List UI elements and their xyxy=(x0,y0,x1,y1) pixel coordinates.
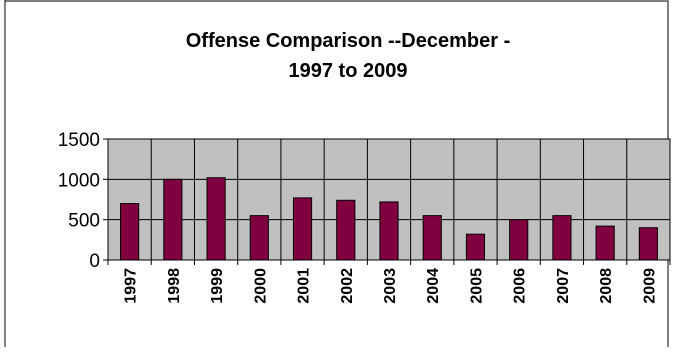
bar-1998 xyxy=(163,178,183,261)
bar-2006 xyxy=(509,219,529,261)
y-tick-label: 1500 xyxy=(58,130,100,151)
x-tick-label: 1999 xyxy=(209,268,226,304)
y-tick-label: 0 xyxy=(89,251,100,272)
bar-2003 xyxy=(379,201,399,261)
x-tick-label: 2002 xyxy=(339,268,356,304)
bar-1997 xyxy=(120,203,140,261)
x-tick-label: 2006 xyxy=(512,268,529,304)
y-axis: 0 500 1000 1500 xyxy=(58,130,108,272)
x-tick-label: 2003 xyxy=(382,268,399,304)
x-tick-label: 2007 xyxy=(555,268,572,304)
x-tick-label: 2001 xyxy=(296,268,313,304)
bar-2009 xyxy=(638,227,658,261)
x-tick-label: 2008 xyxy=(598,268,615,304)
bar-1999 xyxy=(206,177,226,261)
chart-title-line-2: 1997 to 2009 xyxy=(289,60,408,82)
x-tick-label: 2009 xyxy=(641,268,658,304)
bar-2002 xyxy=(336,199,356,261)
x-tick-label: 1997 xyxy=(123,268,140,304)
plot-border xyxy=(107,138,671,261)
y-tick-label: 1000 xyxy=(58,170,100,191)
bar-2004 xyxy=(422,215,442,261)
x-tick-label: 1998 xyxy=(166,268,183,304)
chart-title-line-1: Offense Comparison --December - xyxy=(186,30,511,52)
x-tick-label: 2000 xyxy=(252,268,269,304)
bar-2000 xyxy=(249,215,269,261)
x-axis: 1997 1998 1999 2000 2001 2002 2003 2004 2005 2006… xyxy=(107,260,671,304)
bar-2007 xyxy=(552,215,572,261)
bar-2001 xyxy=(292,197,313,261)
x-tick-label: 2004 xyxy=(425,268,442,304)
bar-2005 xyxy=(465,233,486,261)
x-tick-label: 2005 xyxy=(468,268,485,304)
bar-2008 xyxy=(595,225,615,261)
y-tick-label: 500 xyxy=(68,211,100,232)
